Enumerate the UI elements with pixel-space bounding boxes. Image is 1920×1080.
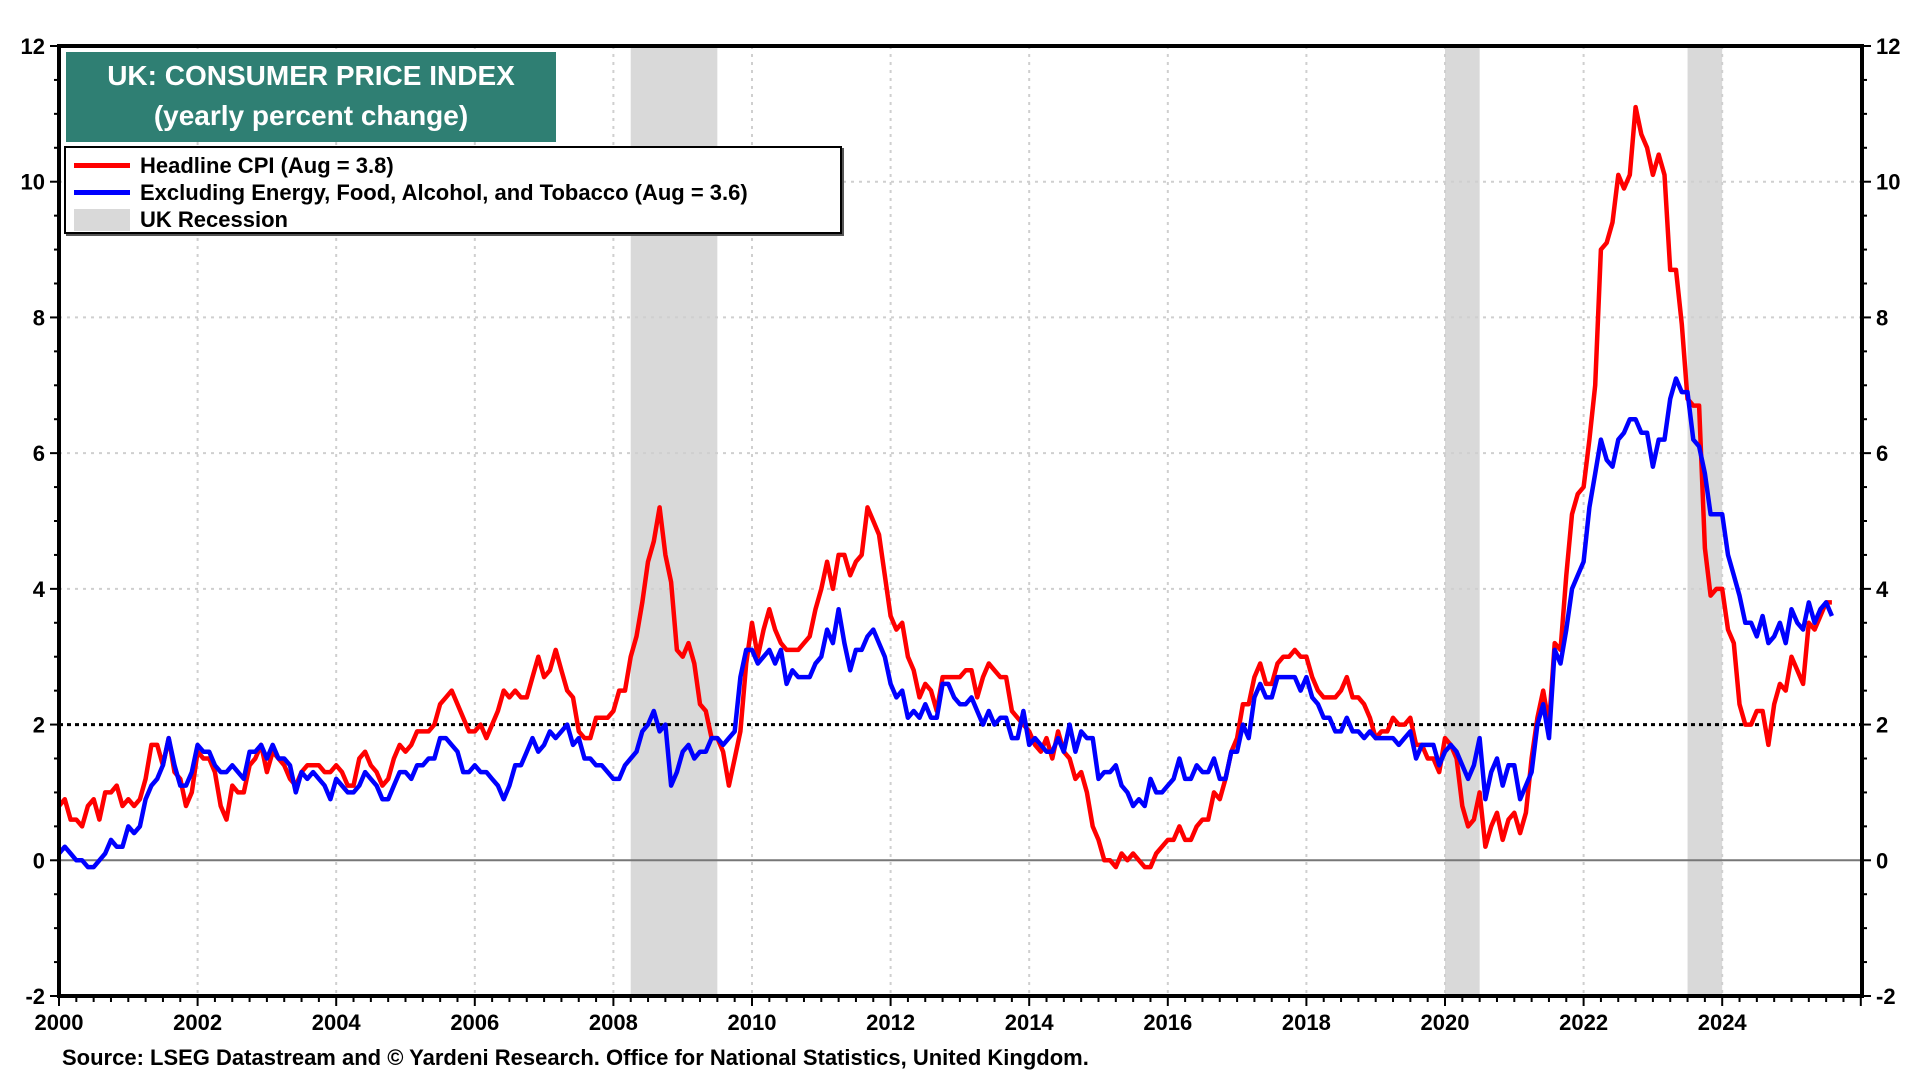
x-tick-label: 2016 (1143, 1010, 1192, 1035)
legend: Headline CPI (Aug = 3.8) Excluding Energ… (64, 146, 842, 234)
x-tick-label: 2022 (1559, 1010, 1608, 1035)
y-tick-label-left: 8 (33, 305, 45, 330)
y-tick-label-right: 4 (1876, 577, 1889, 602)
legend-label: UK Recession (140, 206, 288, 232)
y-tick-label-right: 0 (1876, 848, 1888, 873)
x-tick-label: 2014 (1005, 1010, 1055, 1035)
x-tick-label: 2004 (312, 1010, 362, 1035)
x-tick-label: 2012 (866, 1010, 915, 1035)
legend-label: Excluding Energy, Food, Alcohol, and Tob… (140, 179, 748, 205)
y-tick-label-left: 4 (33, 577, 46, 602)
legend-item-recession: UK Recession (74, 206, 840, 233)
legend-swatch-red-line (74, 163, 130, 168)
y-axis-right: -2 0 2 4 6 8 10 12 (1862, 34, 1900, 1009)
y-tick-label-left: 2 (33, 713, 45, 738)
y-tick-label-right: 6 (1876, 441, 1888, 466)
x-tick-label: 2024 (1698, 1010, 1748, 1035)
chart-subtitle: (yearly percent change) (153, 100, 469, 131)
chart-title-box: UK: CONSUMER PRICE INDEX (yearly percent… (66, 52, 556, 142)
y-axis-left: -2 0 2 4 6 8 10 12 (21, 34, 59, 1009)
x-axis: 2000 2002 2004 2006 2008 2010 2012 2014 2016 2018… (35, 996, 1862, 1035)
y-tick-label-right: -2 (1876, 984, 1896, 1009)
y-tick-label-left: 0 (33, 848, 45, 873)
y-tick-label-right: 8 (1876, 305, 1888, 330)
y-tick-label-left: 10 (21, 170, 45, 195)
y-tick-label-right: 10 (1876, 170, 1900, 195)
x-tick-label: 2018 (1282, 1010, 1331, 1035)
series-line-core-cpi (57, 376, 1834, 870)
source-note: Source: LSEG Datastream and © Yardeni Re… (62, 1045, 1089, 1070)
x-tick-label: 2020 (1421, 1010, 1470, 1035)
legend-label: Headline CPI (Aug = 3.8) (140, 152, 394, 178)
chart-title: UK: CONSUMER PRICE INDEX (107, 60, 515, 91)
x-tick-label: 2002 (173, 1010, 222, 1035)
x-tick-label: 2008 (589, 1010, 638, 1035)
y-tick-label-right: 2 (1876, 713, 1888, 738)
legend-item-core: Excluding Energy, Food, Alcohol, and Tob… (74, 179, 840, 206)
legend-swatch-gray-box (74, 208, 130, 231)
x-tick-label: 2010 (728, 1010, 777, 1035)
legend-item-headline: Headline CPI (Aug = 3.8) (74, 152, 840, 179)
y-tick-label-left: 12 (21, 34, 45, 59)
x-tick-label: 2006 (450, 1010, 499, 1035)
series-lines (57, 104, 1834, 870)
legend-swatch-blue-line (74, 190, 130, 195)
y-tick-label-left: -2 (25, 984, 45, 1009)
reference-lines (59, 723, 1862, 862)
recession-band (1445, 46, 1480, 996)
y-tick-label-left: 6 (33, 441, 45, 466)
x-tick-label: 2000 (35, 1010, 84, 1035)
y-tick-label-right: 12 (1876, 34, 1900, 59)
